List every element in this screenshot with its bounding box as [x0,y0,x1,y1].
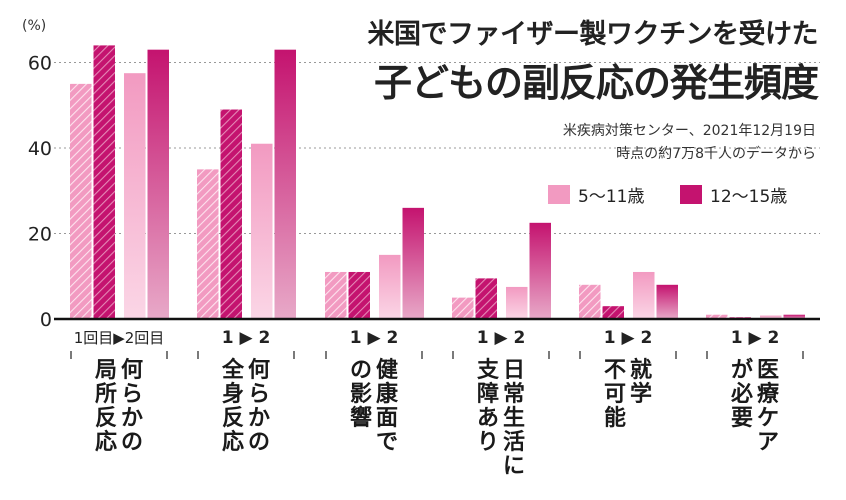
chart-title-line2: 子どもの副反応の発生頻度 [373,61,819,105]
dose-label: 1 ▶ 2 [222,328,271,348]
bar-old-dose2 [274,49,296,320]
bar-old-dose1 [602,306,624,319]
category-bracket [70,351,168,359]
category-label-char: 療 [757,381,779,407]
category-label-char: 何 [121,357,143,383]
bar-young-dose1 [579,284,601,319]
category-label-char: ア [757,430,779,455]
bar-young-dose2 [760,315,782,319]
y-axis-unit: (%) [22,18,46,34]
y-tick-label: 60 [28,53,52,75]
bar-old-dose2 [147,49,169,320]
category-label-char: 康 [376,381,399,407]
category-label-char: 医 [757,358,779,383]
legend-label-young: 5～11歳 [578,187,645,207]
dose-label: 1 ▶ 2 [604,328,653,348]
category-label-char: 能 [604,405,626,431]
legend-item-young: 5～11歳 [548,182,644,207]
category-label-char: 必 [731,381,753,407]
category-label-char: 反 [222,406,244,431]
category-label-char: 何 [248,357,270,383]
dose-label: 1 ▶ 2 [731,328,780,348]
dose-label: 1 ▶ 2 [477,328,526,348]
category-label-char: 応 [95,429,117,455]
legend-swatch-old [680,185,702,204]
category-label-char: 響 [350,405,372,431]
category-label-char: 反 [95,406,117,431]
y-tick-label: 0 [40,309,52,331]
chart-title-line1: 米国でファイザー製ワクチンを受けた [367,19,819,50]
legend-swatch-young [548,185,570,204]
source-note-line1: 米疾病対策センター、2021年12月19日 [562,123,816,139]
category-label-char: あ [477,406,499,431]
category-label-char: 所 [95,382,117,407]
category-label-char: 要 [731,406,753,431]
legend-item-old: 12～15歳 [680,182,787,207]
category-label-char: 応 [222,429,244,455]
category-label-char: 障 [477,381,499,407]
bar-old-dose2 [529,222,551,319]
bar-old-dose2 [783,314,805,319]
category-label-char: の [248,430,270,455]
bar-young-dose1 [325,271,347,319]
bar-young-dose2 [124,73,146,319]
category-label-char: 学 [630,381,652,407]
bar-young-dose1 [452,297,474,319]
category-label-char: ら [248,382,270,407]
y-tick-label: 20 [28,224,52,246]
category-label-char: 活 [503,430,525,455]
category-bracket [579,351,677,359]
bar-young-dose2 [251,143,273,319]
category-label-char: 生 [503,406,525,431]
category-bracket [197,351,295,359]
bar-young-dose2 [633,271,655,319]
dose-label: 1 ▶ 2 [350,328,399,348]
category-label-char: 影 [350,382,372,407]
category-label-char: 可 [604,382,626,407]
category-label-char: 日 [503,358,525,383]
category-label-char: か [121,406,143,431]
category-label-char: の [121,430,143,455]
category-label-char: 全 [221,357,245,383]
bar-old-dose2 [656,284,678,319]
dose-label: 1回目▶2回目 [74,329,165,347]
bar-young-dose1 [197,169,219,319]
category-label-char: 身 [222,381,244,407]
bar-old-dose1 [93,45,115,320]
category-bracket [452,351,550,359]
category-label-char: 不 [604,358,626,383]
bar-young-dose2 [506,286,528,319]
category-bracket [706,351,804,359]
category-label-char: 健 [376,357,398,383]
category-label-char: 常 [503,381,525,407]
bar-young-dose1 [706,314,728,319]
bar-young-dose2 [379,254,401,319]
bar-young-dose1 [70,83,92,319]
category-label-char: 就 [630,357,652,383]
category-label-char: 支 [477,358,500,383]
y-tick-label: 40 [28,138,52,160]
category-label-char: ケ [757,406,779,431]
category-label-char: ら [121,382,143,407]
bar-old-dose1 [220,109,242,320]
bar-old-dose1 [348,271,370,319]
bar-old-dose2 [402,207,424,319]
category-label-char: の [350,358,372,383]
category-label-char: 面 [376,406,398,431]
category-label-char: 局 [95,358,117,383]
category-label-char: で [376,430,398,455]
bar-old-dose1 [475,278,497,319]
category-label-char: が [731,357,753,383]
category-label-char: り [477,430,499,455]
category-label-char: に [503,454,525,479]
category-bracket [325,351,423,359]
category-label-char: か [248,406,270,431]
legend-label-old: 12～15歳 [710,187,788,207]
source-note-line2: 時点の約7万8千人のデータから [616,146,816,162]
